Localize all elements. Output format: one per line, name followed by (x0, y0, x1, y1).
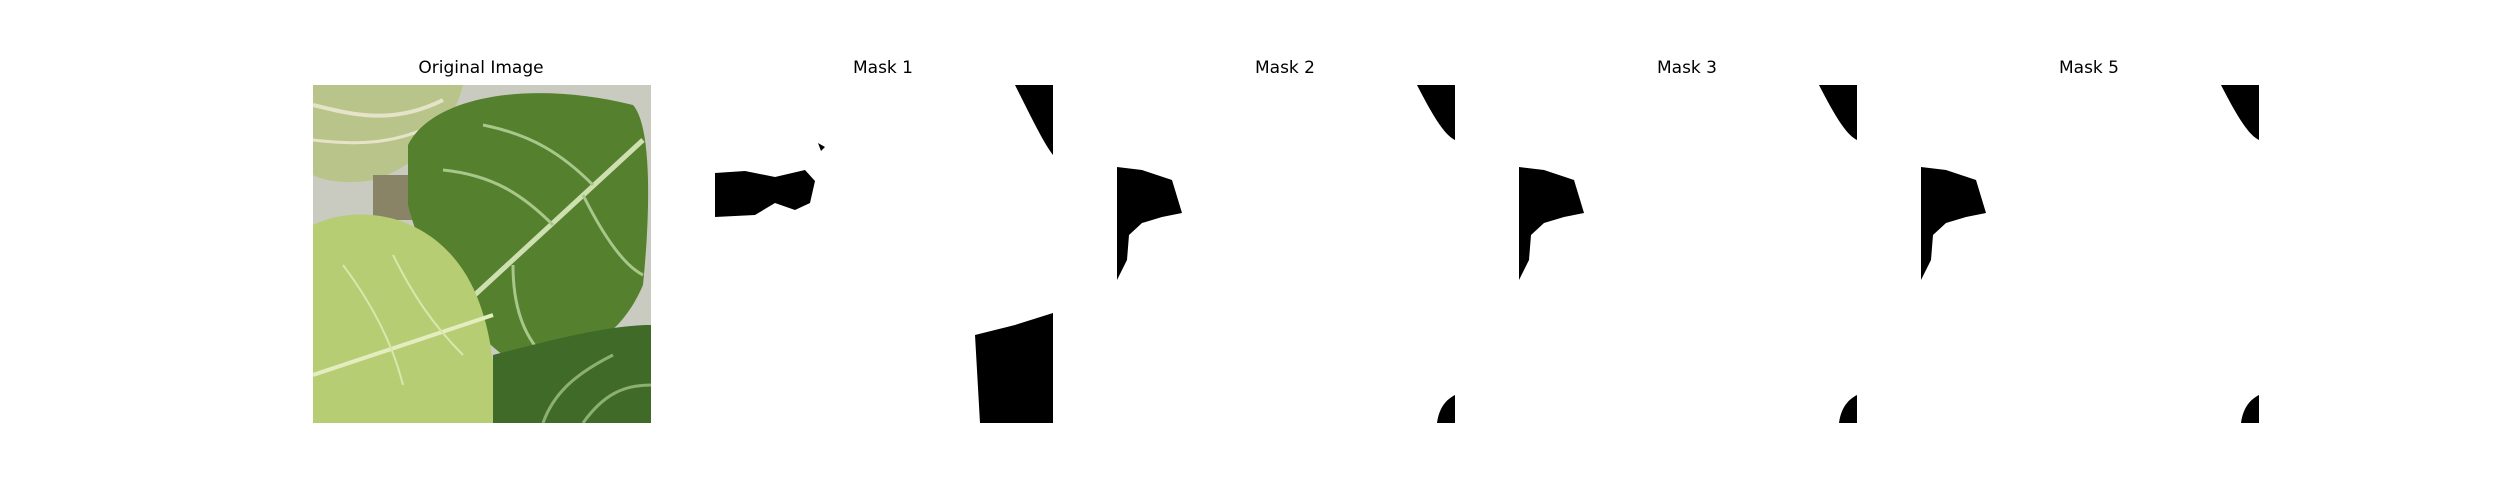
original-image (313, 85, 651, 423)
panel-title-mask-2: Mask 2 (1254, 58, 1315, 78)
mask-5 (1921, 85, 2259, 423)
mask-3 (1519, 85, 1857, 423)
panel-title-mask-1: Mask 1 (852, 58, 913, 78)
leaf-photo (313, 85, 651, 423)
panel-title-mask-5: Mask 5 (2058, 58, 2119, 78)
mask-3-shape (1519, 85, 1857, 423)
panel-title-original: Original Image (418, 58, 544, 78)
mask-1-shape (715, 85, 1053, 423)
panel-title-mask-3: Mask 3 (1656, 58, 1717, 78)
mask-5-shape (1921, 85, 2259, 423)
mask-2-shape (1117, 85, 1455, 423)
mask-2 (1117, 85, 1455, 423)
mask-1 (715, 85, 1053, 423)
